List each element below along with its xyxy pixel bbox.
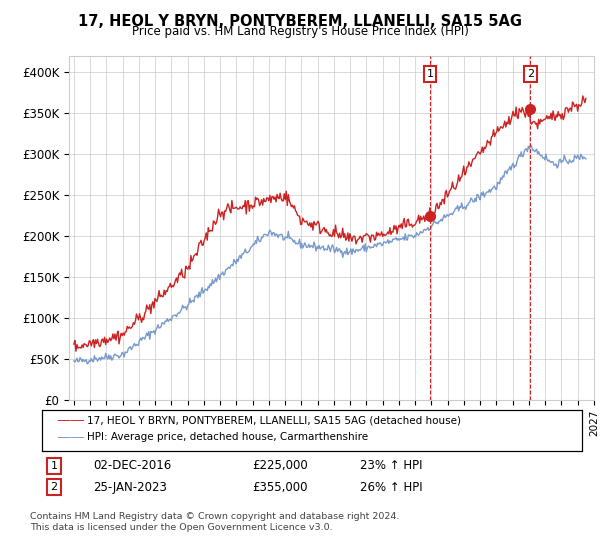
Text: 2: 2 xyxy=(50,482,58,492)
Text: 1: 1 xyxy=(427,69,434,79)
Text: 25-JAN-2023: 25-JAN-2023 xyxy=(93,480,167,494)
Text: ────: ──── xyxy=(57,416,84,425)
Text: 1: 1 xyxy=(50,461,58,471)
Text: 17, HEOL Y BRYN, PONTYBEREM, LLANELLI, SA15 5AG: 17, HEOL Y BRYN, PONTYBEREM, LLANELLI, S… xyxy=(78,14,522,29)
Text: ────: ──── xyxy=(57,432,84,442)
Text: 2: 2 xyxy=(527,69,534,79)
Text: £355,000: £355,000 xyxy=(252,480,308,494)
Text: HPI: Average price, detached house, Carmarthenshire: HPI: Average price, detached house, Carm… xyxy=(87,432,368,442)
Text: 02-DEC-2016: 02-DEC-2016 xyxy=(93,459,171,473)
Text: Contains HM Land Registry data © Crown copyright and database right 2024.
This d: Contains HM Land Registry data © Crown c… xyxy=(30,512,400,532)
Text: £225,000: £225,000 xyxy=(252,459,308,473)
Text: Price paid vs. HM Land Registry's House Price Index (HPI): Price paid vs. HM Land Registry's House … xyxy=(131,25,469,38)
Text: 17, HEOL Y BRYN, PONTYBEREM, LLANELLI, SA15 5AG (detached house): 17, HEOL Y BRYN, PONTYBEREM, LLANELLI, S… xyxy=(87,416,461,425)
Text: 26% ↑ HPI: 26% ↑ HPI xyxy=(360,480,422,494)
Text: 23% ↑ HPI: 23% ↑ HPI xyxy=(360,459,422,473)
